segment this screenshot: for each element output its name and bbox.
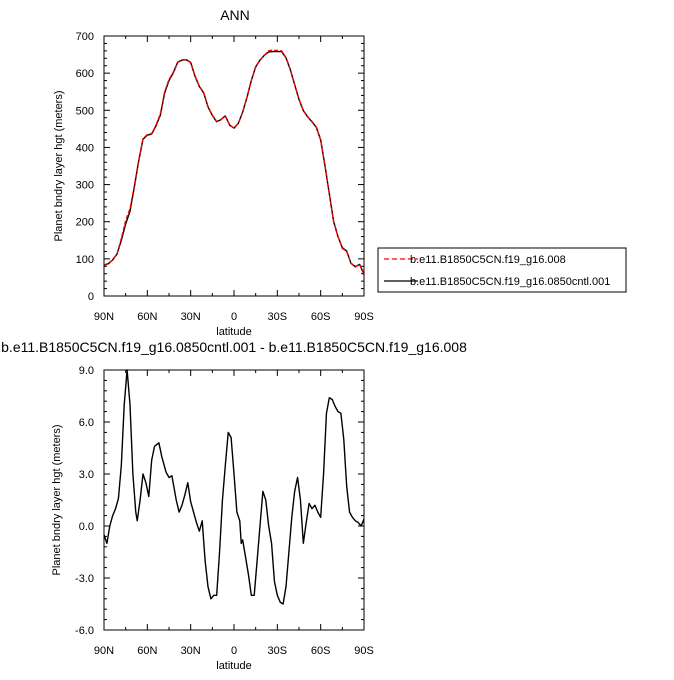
bottom-plot-frame [103,369,365,631]
bottom-y-axis-label: Planet bndry layer hgt (meters) [51,424,63,575]
top-y-tick-label: 100 [76,254,94,266]
top-y-tick-label: 600 [76,68,94,80]
top-y-axis-label: Planet bndry layer hgt (meters) [53,90,65,241]
bottom-x-tick-label: 60N [137,645,157,657]
bottom-y-tick-label: -6.0 [75,625,94,637]
bottom-y-tick-label: 0.0 [79,521,94,533]
top-y-tick-label: 500 [76,105,94,117]
top-x-tick-label: 90N [94,311,114,323]
legend-label-cntl: b.e11.B1850C5CN.f19_g16.0850cntl.001 [410,276,610,288]
top-plot-frame [103,35,365,297]
top-x-tick-label: 60S [311,311,331,323]
legend-label-exp: b.e11.B1850C5CN.f19_g16.008 [410,254,566,266]
top-series-line-1 [103,49,365,275]
top-chart: ANN Planet bndry layer hgt (meters) lati… [53,7,374,338]
top-x-tick-label: 30S [268,311,288,323]
top-y-axis-label-text: Planet bndry layer hgt (meters) [53,90,65,241]
top-x-axis-label: latitude [216,326,251,338]
top-x-tick-label: 30N [181,311,201,323]
bottom-axis-ticks [103,369,365,631]
bottom-tick-labels: 90N 60N 30N 0 30S 60S 90S -6.0 -3.0 0.0 3.0 6.0 9.0 [75,365,374,657]
bottom-x-tick-label: 30N [181,645,201,657]
bottom-y-tick-label: 3.0 [79,469,94,481]
bottom-x-tick-label: 0 [231,645,237,657]
top-y-tick-label: 400 [76,142,94,154]
top-x-tick-label: 60N [137,311,157,323]
bottom-series-line-0 [103,369,365,605]
top-y-tick-label: 0 [88,291,94,303]
bottom-chart: b.e11.B1850C5CN.f19_g16.0850cntl.001 - b… [1,339,467,672]
top-y-tick-label: 200 [76,217,94,229]
bottom-x-tick-label: 90S [354,645,374,657]
bottom-x-tick-label: 90N [94,645,114,657]
bottom-y-tick-label: -3.0 [75,573,94,585]
bottom-y-axis-label-text: Planet bndry layer hgt (meters) [51,424,63,575]
bottom-y-tick-label: 6.0 [79,417,94,429]
bottom-x-axis-label: latitude [216,660,251,672]
bottom-series-lines [103,369,365,605]
top-x-tick-label: 0 [231,311,237,323]
bottom-chart-title: b.e11.B1850C5CN.f19_g16.0850cntl.001 - b… [1,339,467,355]
top-series-lines [103,49,365,275]
bottom-y-tick-label: 9.0 [79,365,94,377]
bottom-x-tick-label: 60S [311,645,331,657]
top-x-tick-label: 90S [354,311,374,323]
legend-box [377,247,627,293]
bottom-x-tick-label: 30S [268,645,288,657]
top-y-tick-label: 700 [76,31,94,43]
legend: b.e11.B1850C5CN.f19_g16.008 b.e11.B1850C… [377,247,627,293]
top-chart-title: ANN [220,7,250,23]
top-tick-labels: 90N 60N 30N 0 30S 60S 90S 0 100 200 300 400 500 600 70… [76,31,374,323]
top-y-tick-label: 300 [76,180,94,192]
